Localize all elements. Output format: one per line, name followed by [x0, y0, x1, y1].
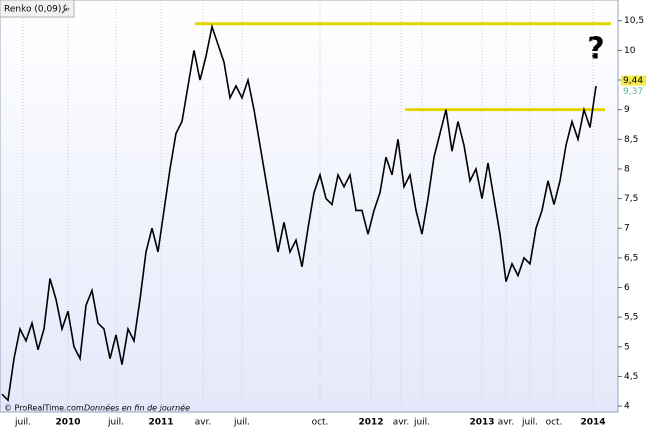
- x-tick-label: 2012: [358, 418, 383, 428]
- price-label-box: [621, 86, 646, 97]
- indicator-box[interactable]: [0, 0, 75, 18]
- x-tick-label: juil.: [233, 418, 250, 428]
- x-tick-label: juil.: [107, 418, 124, 428]
- settings-icon[interactable]: [61, 4, 70, 14]
- y-tick-label: 9: [624, 105, 630, 115]
- x-tick-label: juil.: [14, 418, 31, 428]
- y-tick-label: 7,5: [624, 194, 638, 204]
- price-label: 9,37: [623, 87, 643, 97]
- y-tick-label: 4,5: [624, 372, 638, 382]
- x-tick-label: avr.: [498, 418, 515, 428]
- plot-area: [0, 0, 619, 413]
- x-tick-label: 2010: [55, 418, 80, 428]
- y-tick-label: 5: [624, 342, 630, 352]
- x-tick-label: 2014: [580, 418, 605, 428]
- price-label-box: [621, 75, 646, 86]
- x-tick-label: avr.: [195, 418, 212, 428]
- annotation: ?: [587, 32, 604, 67]
- y-tick-label: 7: [624, 224, 630, 234]
- x-tick-label: oct.: [312, 418, 329, 428]
- x-tick-label: oct.: [546, 418, 563, 428]
- x-tick-label: 2011: [148, 418, 173, 428]
- price-label: 9,44: [623, 76, 643, 86]
- y-tick-label: 8: [624, 164, 630, 174]
- x-tick-label: juil.: [413, 418, 430, 428]
- y-tick-label: 5,5: [624, 313, 638, 323]
- y-tick-label: 6: [624, 283, 630, 293]
- footer-note: Données en fin de journée: [84, 403, 190, 413]
- copyright: © ProRealTime.com: [4, 404, 84, 413]
- y-tick-label: 10: [624, 46, 636, 56]
- y-tick-label: 6,5: [624, 253, 638, 263]
- x-tick-label: 2013: [469, 418, 494, 428]
- y-tick-label: 10,5: [624, 16, 644, 26]
- y-tick-label: 8,5: [624, 135, 638, 145]
- chart-title: Renko (0,09): [4, 5, 61, 15]
- x-tick-label: juil.: [521, 418, 538, 428]
- x-tick-label: avr.: [393, 418, 410, 428]
- price-line: [1, 23, 597, 402]
- y-tick-label: 4: [624, 402, 630, 412]
